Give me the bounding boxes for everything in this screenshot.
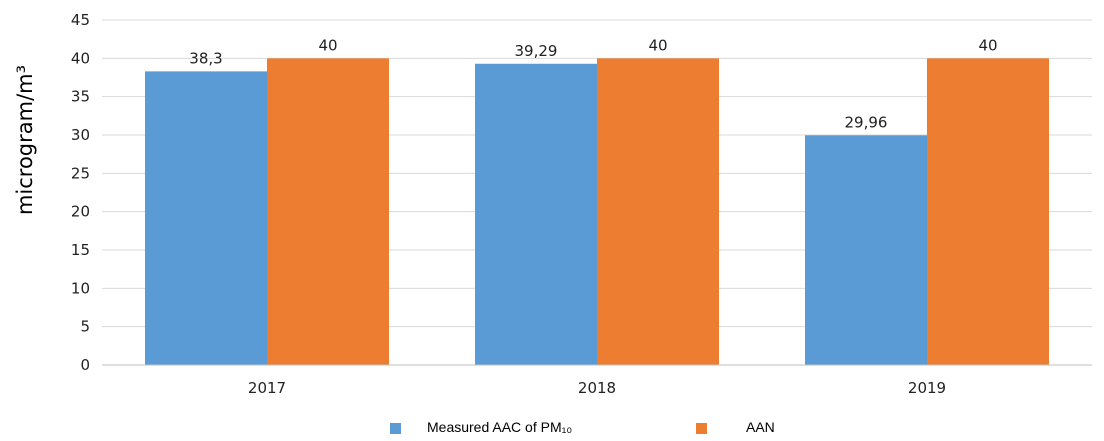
y-tick-label: 30 [71, 126, 90, 144]
bars [145, 58, 1049, 365]
legend-label: AAN [746, 419, 775, 435]
y-tick-label: 25 [71, 164, 90, 182]
y-axis-title: microgram/m³ [13, 65, 37, 215]
data-label: 38,3 [189, 49, 222, 67]
legend-swatch [390, 423, 401, 434]
data-labels: 38,3 40 39,29 40 29,96 40 [189, 36, 997, 131]
y-tick-label: 0 [80, 356, 90, 374]
bar-aan-2019 [927, 58, 1049, 365]
y-tick-label: 45 [71, 11, 90, 29]
x-tick-label: 2018 [578, 379, 616, 397]
y-tick-label: 5 [80, 318, 90, 336]
bar-measured-aac-of-pm--2019 [805, 135, 927, 365]
bar-measured-aac-of-pm--2018 [475, 63, 597, 365]
bar-aan-2017 [267, 58, 389, 365]
y-tick-label: 15 [71, 241, 90, 259]
bar-measured-aac-of-pm--2017 [145, 71, 267, 365]
data-label: 39,29 [515, 42, 558, 60]
y-tick-label: 40 [71, 49, 90, 67]
data-label: 29,96 [845, 113, 888, 131]
legend-swatch [696, 423, 707, 434]
legend-label: Measured AAC of PM₁₀ [427, 419, 572, 435]
y-tick-label: 10 [71, 279, 90, 297]
data-label: 40 [318, 36, 337, 54]
data-label: 40 [978, 36, 997, 54]
x-tick-label: 2017 [248, 379, 286, 397]
bar-aan-2018 [597, 58, 719, 365]
legend: Measured AAC of PM₁₀ AAN [390, 419, 775, 435]
data-label: 40 [648, 36, 667, 54]
y-tick-label: 20 [71, 203, 90, 221]
x-tick-label: 2019 [908, 379, 946, 397]
y-tick-label: 35 [71, 88, 90, 106]
axes: 0 5 10 15 20 25 30 35 40 45 2017 2018 2019 [71, 11, 1092, 397]
